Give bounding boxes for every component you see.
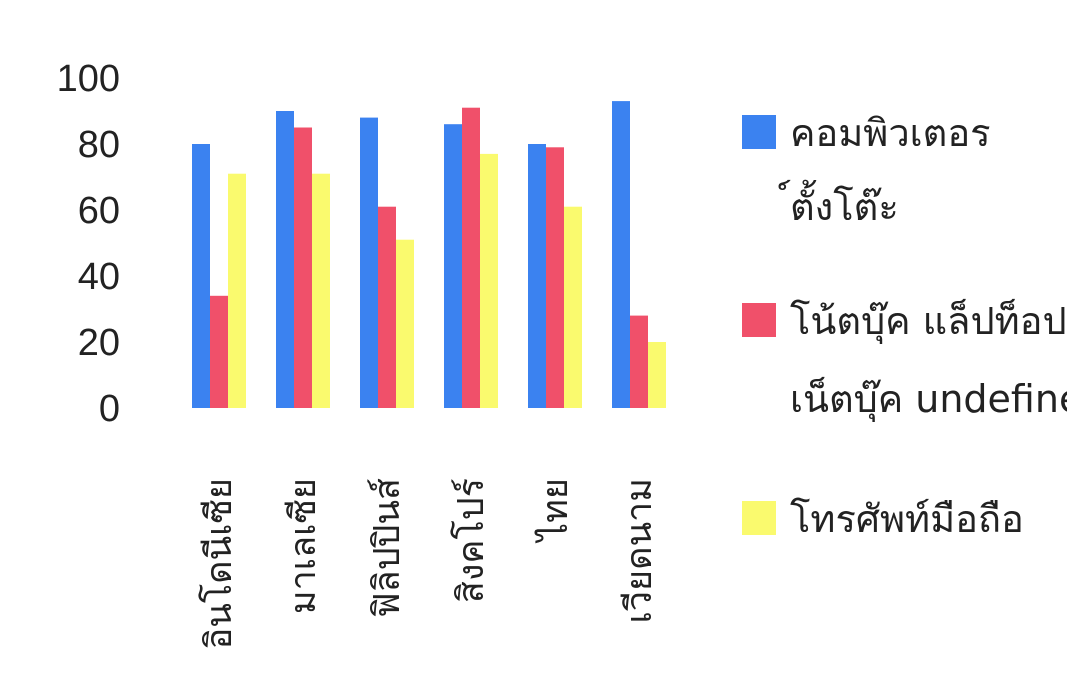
bars	[192, 101, 666, 409]
bar	[648, 342, 666, 408]
y-tick-label: 100	[57, 58, 120, 100]
x-tick-label: อินโดนีเซีย	[198, 478, 240, 649]
legend: คอมพิวเตอร์ตั้งโต๊ะโน้ตบุ๊ค แล็ปท็อปเน็ต…	[742, 111, 1067, 541]
bar	[312, 173, 330, 408]
bar	[480, 153, 498, 408]
bar	[192, 144, 210, 408]
bar	[228, 173, 246, 408]
legend-swatch	[742, 303, 776, 337]
y-tick-label: 60	[78, 190, 120, 232]
x-tick-label: สิงคโปร์	[450, 478, 492, 603]
legend-swatch	[742, 501, 776, 535]
y-tick-label: 80	[78, 124, 120, 166]
x-tick-label: เวียดนาม	[619, 478, 660, 624]
bar	[528, 144, 546, 408]
x-tick-label: ฟิลิปปินส์	[367, 478, 408, 618]
bar	[210, 295, 228, 408]
bar	[630, 315, 648, 408]
y-tick-label: 0	[99, 388, 120, 430]
legend-label: โทรศัพท์มือถือ	[790, 497, 1024, 541]
legend-swatch	[742, 115, 776, 149]
bar	[612, 101, 630, 408]
y-tick-label: 20	[78, 322, 120, 364]
bar	[564, 206, 582, 408]
y-axis: 0 20 40 60 80 100	[57, 58, 120, 430]
bar	[444, 124, 462, 408]
legend-label: คอมพิวเตอร์ตั้งโต๊ะ	[778, 111, 991, 229]
bar	[396, 239, 414, 408]
bar	[276, 111, 294, 408]
bar	[378, 206, 396, 408]
y-tick-label: 40	[78, 256, 120, 298]
bar	[462, 107, 480, 408]
x-axis: อินโดนีเซีย มาเลเซีย ฟิลิปปินส์ สิงคโปร์ ไทย…	[198, 478, 660, 649]
bar	[546, 147, 564, 409]
bar	[294, 127, 312, 408]
x-tick-label: ไทย	[534, 478, 576, 544]
bar	[360, 117, 378, 408]
legend-label: โน้ตบุ๊ค แล็ปท็อปเน็ตบุ๊ค undefined	[790, 298, 1067, 422]
x-tick-label: มาเลเซีย	[283, 478, 324, 614]
